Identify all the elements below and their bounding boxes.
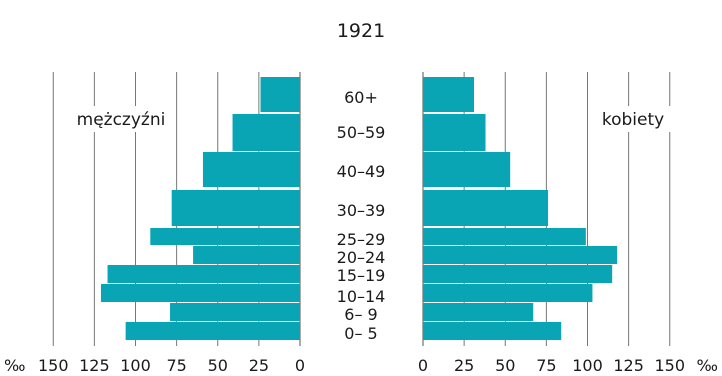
tick-left-125: 125 [79,356,110,375]
tick-left-150: 150 [38,356,69,375]
bar-female-5 [423,246,618,264]
bar-male-2 [202,152,300,187]
tick-right-75: 75 [536,356,556,375]
age-group-label-2: 40–49 [337,162,386,181]
age-group-label-9: 0– 5 [344,324,377,343]
age-group-label-4: 25–29 [337,230,386,249]
series-label-female: kobiety [602,110,664,130]
tick-left-75: 75 [166,356,186,375]
bar-male-1 [232,114,300,151]
series-label-bg-male [72,106,170,132]
bar-male-5 [193,246,300,264]
bar-female-4 [423,228,586,245]
age-group-label-8: 6– 9 [344,305,377,324]
tick-right-50: 50 [495,356,515,375]
tick-right-125: 125 [613,356,644,375]
chart-title: 1921 [336,20,386,42]
bar-male-0 [260,77,300,112]
unit-label-left: ‰ [4,356,25,375]
bar-female-2 [423,152,511,187]
tick-left-0: 0 [295,356,305,375]
unit-label-right: ‰ [697,356,718,375]
bar-female-0 [423,77,474,112]
bar-female-7 [423,284,593,302]
bar-female-3 [423,190,549,226]
bar-male-7 [100,284,300,302]
bar-female-8 [423,303,534,321]
bar-male-8 [170,303,300,321]
tick-left-50: 50 [208,356,228,375]
tick-left-25: 25 [249,356,269,375]
bar-female-1 [423,114,486,151]
bar-male-3 [171,190,300,226]
bar-male-6 [107,265,300,283]
bar-male-9 [125,322,300,340]
age-group-label-1: 50–59 [337,123,386,142]
tick-right-100: 100 [572,356,603,375]
bar-male-4 [150,228,300,245]
age-group-label-7: 10–14 [337,287,386,306]
bar-female-6 [423,265,613,283]
age-group-label-5: 20–24 [337,248,386,267]
age-group-label-6: 15–19 [337,266,386,285]
age-group-label-0: 60+ [344,88,378,107]
series-label-male: mężczyźni [77,110,166,130]
tick-right-0: 0 [418,356,428,375]
tick-left-100: 100 [120,356,151,375]
series-label-bg-female [592,106,674,132]
bar-female-9 [423,322,562,340]
tick-right-25: 25 [454,356,474,375]
age-group-label-3: 30–39 [337,201,386,220]
tick-right-150: 150 [654,356,685,375]
